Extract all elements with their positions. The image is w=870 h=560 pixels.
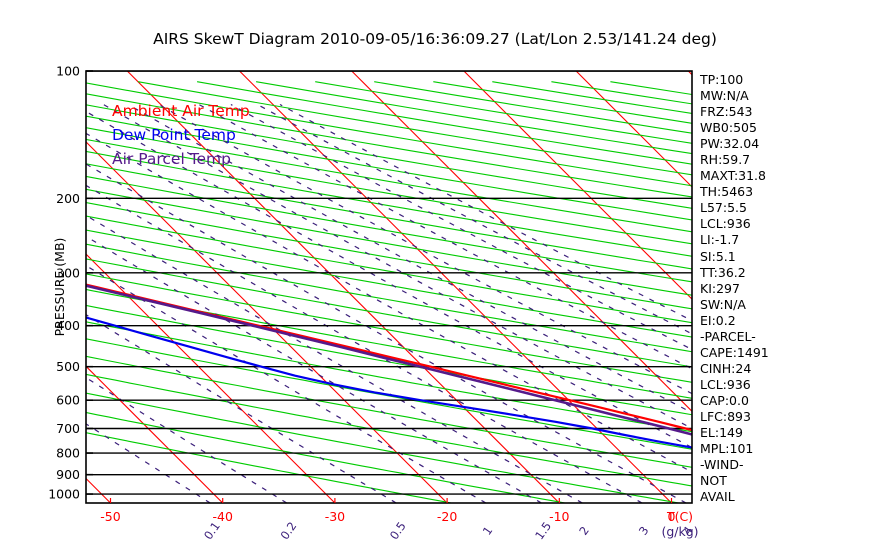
bottom-temp-tick-label: 0 — [668, 509, 676, 524]
mixing-ratio-axis-title: (g/kg) — [661, 524, 698, 539]
parameter-item: TP:100 — [700, 72, 744, 87]
parameter-item: LCL:936 — [700, 376, 751, 392]
isotherm-line — [86, 365, 224, 503]
temperature-axis-title: T(C) — [666, 509, 693, 524]
pressure-tick-label: 700 — [56, 421, 80, 436]
parameter-item: LFC:893 — [700, 408, 751, 424]
parameter-item: WB0:505 — [700, 120, 757, 136]
parameter-item: SI:5.1 — [700, 248, 736, 264]
mixing-ratio-line — [86, 163, 687, 503]
parameter-item: LI:-1.7 — [700, 232, 740, 248]
dry-adiabat-line — [86, 392, 679, 503]
dry-adiabat-line — [86, 411, 565, 503]
dry-adiabat-line — [86, 304, 692, 416]
parameter-item: L57:5.5 — [700, 200, 747, 216]
plot-frame — [85, 70, 693, 504]
pressure-tick-label: 600 — [56, 393, 80, 408]
isotherm-line — [351, 71, 692, 413]
dry-adiabat-line — [86, 288, 692, 399]
pressure-tick-label: 800 — [56, 446, 80, 461]
grid-layer — [86, 71, 692, 503]
dry-adiabat-line — [86, 432, 452, 503]
dry-adiabat-line — [86, 175, 692, 283]
mixing-ratio-line — [86, 110, 692, 449]
parameter-item: MAXT:31.8 — [700, 168, 766, 184]
parameter-item: TH:5463 — [700, 184, 754, 200]
legend-label-ambient: Ambient Air Temp — [112, 102, 250, 120]
parameter-item: TT:36.2 — [700, 264, 746, 280]
pressure-tick-label: 900 — [56, 467, 80, 482]
dry-adiabat-line — [86, 188, 692, 296]
bottom-temp-tick-label: -30 — [325, 509, 345, 524]
mixing-ratio-line — [86, 313, 397, 503]
page-title: AIRS SkewT Diagram 2010-09-05/16:36:09.2… — [153, 30, 717, 48]
parameter-item: AVAIL — [700, 489, 735, 505]
mixing-ratio-line — [158, 103, 692, 395]
parameter-item: MW:N/A — [700, 88, 749, 104]
pressure-tick-label: 400 — [56, 318, 80, 333]
profile-layer — [86, 283, 692, 449]
pressure-axis-title: PRESSURE (MB) — [52, 238, 67, 337]
parameter-item: EI:0.2 — [700, 312, 736, 328]
parameter-item: CAPE:1491 — [700, 344, 769, 360]
bottom-temp-tick-label: -50 — [100, 509, 120, 524]
mixing-ratio-tick-label: 0.5 — [387, 519, 409, 542]
parameter-item: CINH:24 — [700, 360, 752, 376]
parameter-item: -PARCEL- — [700, 328, 756, 344]
pressure-tick-label: 200 — [56, 191, 80, 206]
parameter-item: MPL:101 — [700, 441, 754, 457]
parameter-item: FRZ:543 — [700, 104, 753, 120]
isotherm-line — [86, 253, 336, 503]
parameter-item: KI:297 — [700, 280, 740, 296]
parameter-item: PW:32.04 — [700, 136, 760, 152]
parameter-item: CAP:0.0 — [700, 392, 749, 408]
dry-adiabat-line — [86, 163, 692, 270]
legend-label-dewpoint: Dew Point Temp — [112, 126, 236, 144]
bottom-temp-tick-label: -20 — [437, 509, 457, 524]
parameter-item: LCL:936 — [700, 216, 751, 232]
ambient-temp-curve — [86, 283, 692, 432]
mixing-ratio-tick-label: 2 — [576, 524, 592, 538]
mixing-ratio-line — [230, 103, 692, 351]
mixing-ratio-tick-label: 0.2 — [277, 519, 299, 542]
mixing-ratio-line — [86, 184, 643, 503]
pressure-tick-label: 500 — [56, 359, 80, 374]
mixing-ratio-tick-label: 3 — [636, 524, 652, 538]
dry-adiabat-line — [86, 373, 692, 487]
bottom-temp-tick-label: -10 — [549, 509, 569, 524]
dewpoint-curve — [86, 316, 692, 449]
mixing-ratio-line — [103, 103, 692, 430]
pressure-tick-label: 1000 — [48, 487, 80, 502]
isotherm-line — [239, 71, 672, 503]
dry-adiabat-line — [86, 355, 692, 468]
parameter-item: RH:59.7 — [700, 152, 751, 168]
parameter-item: -WIND- — [700, 457, 744, 473]
dry-adiabat-line — [86, 150, 692, 257]
legend-label-parcel: Air Parcel Temp — [112, 150, 231, 168]
isotherm-line — [575, 71, 692, 188]
mixing-ratio-line — [279, 103, 692, 322]
pressure-tick-label: 100 — [56, 64, 80, 79]
parameter-item: SW:N/A — [700, 296, 746, 312]
parcel-curve — [86, 284, 692, 436]
dry-adiabat-line — [86, 243, 692, 353]
parameter-item: NOT — [700, 473, 727, 489]
parameter-list: TP:100 MW:N/A FRZ:543 WB0:505 PW:32.04 RH:59.… — [700, 72, 860, 505]
dry-adiabat-line — [86, 321, 692, 433]
isotherm-line — [86, 141, 448, 503]
dry-adiabat-line — [86, 202, 692, 310]
bottom-temp-tick-label: -40 — [212, 509, 232, 524]
dry-adiabat-line — [86, 215, 692, 324]
mixing-ratio-tick-label: 1 — [480, 524, 496, 538]
parameter-item: EL:149 — [700, 425, 743, 441]
isotherm-line — [463, 71, 692, 300]
dry-adiabat-line — [86, 229, 692, 338]
pressure-tick-label: 300 — [56, 265, 80, 280]
